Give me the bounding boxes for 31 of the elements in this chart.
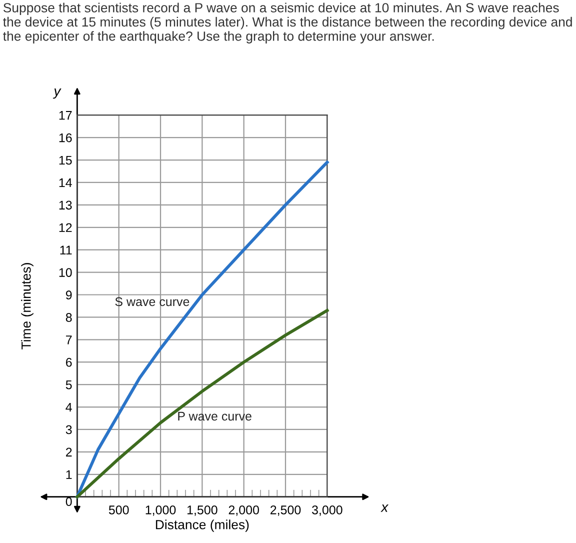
x-axis-title: Distance (miles) [156, 520, 249, 532]
y-axis-title: Time (minutes) [21, 263, 34, 350]
text: y [52, 88, 62, 99]
y-tick-label: 3 [66, 425, 72, 434]
y-tick-label: 12 [59, 223, 72, 232]
y-tick-label: 14 [59, 178, 72, 188]
series-label: S wave curve [115, 297, 190, 306]
y-tick-label: 8 [66, 313, 72, 322]
y-tick-label: 0 [66, 497, 72, 506]
y-tick-label: 7 [66, 336, 72, 344]
text: x [380, 504, 389, 512]
y-tick-label: 4 [66, 402, 72, 412]
y-tick-label: 10 [59, 268, 72, 277]
y-tick-label: 15 [59, 156, 72, 165]
x-tick-label: 500 [108, 506, 129, 514]
y-tick-label: 17 [59, 111, 72, 120]
y-tick-label: 2 [66, 448, 72, 456]
y-tick-label: 16 [59, 133, 72, 142]
y-tick-label: 1 [66, 470, 72, 479]
x-tick-label: 2,000 [228, 506, 259, 516]
x-tick-label: 1,500 [187, 506, 218, 516]
chart-title: Suppose that scientists record a P wave on a seismic device at 10 minutes. An S wave reaches the device at 15 minutes (5 minutes later). What is the distance between the recording device and the epicenter of the earthquake? Use the graph to determine your answer. [3, 2, 572, 44]
x-tick-label: 3,000 [312, 506, 342, 516]
y-tick-label: 9 [66, 290, 72, 300]
x-tick-label: 1,000 [146, 506, 176, 516]
x-tick-label: 2,500 [270, 506, 301, 516]
y-tick-label: 11 [60, 246, 72, 254]
y-tick-label: 13 [59, 200, 72, 210]
y-tick-label: 5 [66, 380, 72, 390]
y-tick-label: 6 [66, 358, 72, 367]
series-label: P wave curve [178, 412, 252, 421]
